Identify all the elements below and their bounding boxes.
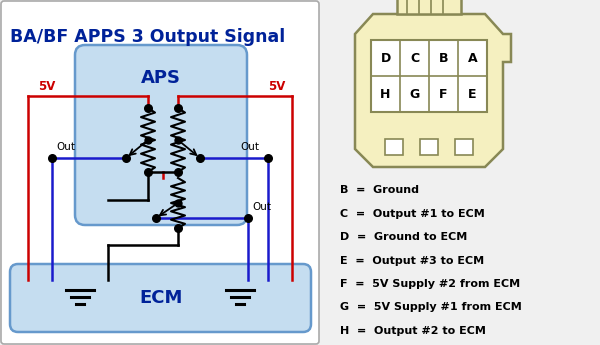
Text: Out: Out — [240, 142, 259, 152]
Point — [173, 137, 183, 143]
Text: B: B — [439, 51, 448, 65]
Point — [143, 169, 153, 175]
Bar — [455, 139, 473, 155]
Text: 5V: 5V — [38, 80, 55, 93]
Text: G  =  5V Supply #1 from ECM: G = 5V Supply #1 from ECM — [340, 303, 522, 313]
FancyBboxPatch shape — [10, 264, 311, 332]
Point — [151, 215, 161, 221]
Bar — [420, 139, 438, 155]
Point — [195, 155, 205, 161]
Point — [143, 105, 153, 111]
Point — [173, 200, 183, 206]
Text: APS: APS — [141, 69, 181, 87]
Text: F: F — [439, 88, 448, 100]
Text: C  =  Output #1 to ECM: C = Output #1 to ECM — [340, 208, 485, 218]
Point — [143, 137, 153, 143]
Text: B  =  Ground: B = Ground — [340, 185, 419, 195]
Text: 5V: 5V — [268, 80, 286, 93]
Text: Out: Out — [56, 142, 75, 152]
Text: H: H — [380, 88, 391, 100]
Text: E: E — [468, 88, 477, 100]
FancyBboxPatch shape — [75, 45, 247, 225]
Point — [243, 215, 253, 221]
Point — [173, 225, 183, 231]
Point — [121, 155, 131, 161]
Text: ECM: ECM — [139, 289, 182, 307]
Bar — [385, 139, 403, 155]
Text: D: D — [380, 51, 391, 65]
Point — [263, 155, 273, 161]
Point — [47, 155, 57, 161]
Text: A: A — [467, 51, 478, 65]
Text: D  =  Ground to ECM: D = Ground to ECM — [340, 232, 467, 242]
Point — [173, 169, 183, 175]
FancyBboxPatch shape — [1, 1, 319, 344]
Text: E  =  Output #3 to ECM: E = Output #3 to ECM — [340, 256, 484, 266]
Polygon shape — [397, 0, 461, 14]
Text: F  =  5V Supply #2 from ECM: F = 5V Supply #2 from ECM — [340, 279, 520, 289]
Text: H  =  Output #2 to ECM: H = Output #2 to ECM — [340, 326, 486, 336]
Text: BA/BF APPS 3 Output Signal: BA/BF APPS 3 Output Signal — [10, 28, 285, 46]
Text: G: G — [409, 88, 419, 100]
Point — [173, 105, 183, 111]
Text: Out: Out — [252, 202, 271, 212]
Bar — [371, 40, 487, 112]
Text: C: C — [410, 51, 419, 65]
Polygon shape — [355, 14, 511, 167]
